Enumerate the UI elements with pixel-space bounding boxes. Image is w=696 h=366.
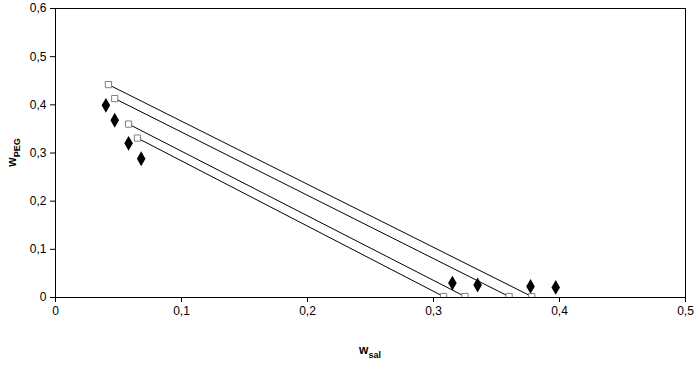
- svg-text:0,1: 0,1: [30, 242, 47, 256]
- svg-text:0,3: 0,3: [30, 146, 47, 160]
- svg-text:0,1: 0,1: [173, 304, 190, 318]
- svg-text:0,3: 0,3: [425, 304, 442, 318]
- svg-text:0,2: 0,2: [30, 194, 47, 208]
- svg-text:0,2: 0,2: [299, 304, 316, 318]
- svg-text:wsal: wsal: [358, 343, 381, 360]
- svg-text:0,6: 0,6: [30, 1, 47, 15]
- svg-text:0,5: 0,5: [677, 304, 694, 318]
- svg-text:0,4: 0,4: [551, 304, 568, 318]
- svg-text:0,5: 0,5: [30, 50, 47, 64]
- svg-text:0: 0: [52, 304, 59, 318]
- svg-text:0,4: 0,4: [30, 98, 47, 112]
- svg-text:wPEG: wPEG: [5, 138, 22, 167]
- svg-text:0: 0: [40, 290, 47, 304]
